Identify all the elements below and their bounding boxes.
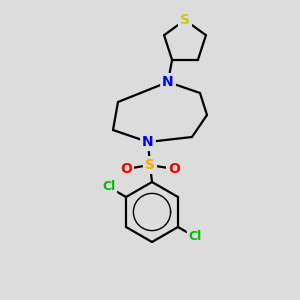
Text: Cl: Cl xyxy=(102,181,115,194)
Text: Cl: Cl xyxy=(189,230,202,244)
Text: N: N xyxy=(162,75,174,89)
Text: S: S xyxy=(145,158,155,172)
Text: O: O xyxy=(168,162,180,176)
Text: O: O xyxy=(120,162,132,176)
Text: N: N xyxy=(142,135,154,149)
Text: S: S xyxy=(180,13,190,27)
